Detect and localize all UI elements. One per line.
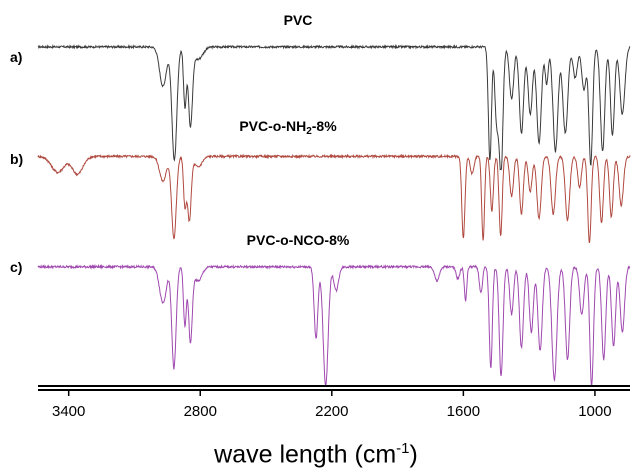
series-title-3: PVC-o-NCO-8% xyxy=(246,232,350,248)
x-tick-label-2200: 2200 xyxy=(315,403,348,420)
series-tag-2: b) xyxy=(10,151,24,167)
series-tag-3: c) xyxy=(10,259,23,275)
series-title-2-main: PVC-o-NH xyxy=(239,118,307,134)
series-title-1: PVC xyxy=(283,12,313,28)
spectra-traces xyxy=(37,43,631,387)
x-axis-title-main: wave length (cm xyxy=(214,440,397,469)
series-title-2-subscript: 2 xyxy=(306,126,312,137)
series-tag-1: a) xyxy=(10,49,23,65)
x-axis-title-close: ) xyxy=(409,440,418,469)
x-tick-label-3400: 3400 xyxy=(52,403,85,420)
x-axis-title: wave length (cm-1) xyxy=(0,440,632,469)
x-axis-ticks: 3400 2800 2200 1600 1000 xyxy=(52,390,612,420)
x-tick-label-1000: 1000 xyxy=(578,403,611,420)
series-title-2: PVC-o-NH2-8% xyxy=(239,118,337,137)
spectrum-line-2 xyxy=(37,153,631,244)
x-tick-label-2800: 2800 xyxy=(184,403,217,420)
x-axis-title-superscript: -1 xyxy=(396,440,410,457)
x-tick-label-1600: 1600 xyxy=(447,403,480,420)
spectrum-line-1 xyxy=(37,43,631,171)
series-title-2-suffix: -8% xyxy=(311,118,337,134)
spectrum-line-3 xyxy=(37,263,631,387)
